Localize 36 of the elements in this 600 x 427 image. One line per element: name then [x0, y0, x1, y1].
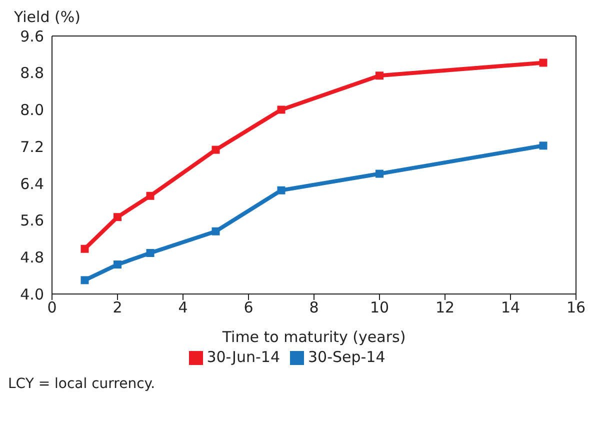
x-tick-label: 4 — [178, 298, 188, 317]
point — [376, 170, 384, 178]
point — [376, 72, 384, 80]
point — [539, 142, 548, 150]
x-tick-label: 12 — [435, 298, 455, 317]
legend-label: 30-Jun-14 — [206, 348, 280, 366]
x-tick-label: 6 — [244, 298, 254, 317]
point — [212, 146, 220, 154]
x-tick-label: 8 — [309, 298, 319, 317]
y-tick-label: 4.0 — [20, 285, 44, 304]
y-tick-label: 4.8 — [20, 248, 44, 266]
x-tick-label: 0 — [47, 298, 57, 317]
y-tick-label: 8.0 — [20, 101, 44, 120]
y-tick-label: 8.8 — [20, 64, 44, 82]
point — [146, 248, 154, 257]
y-tick-label: 5.6 — [20, 212, 44, 230]
point — [146, 192, 154, 200]
point — [80, 244, 89, 253]
x-axis-title: Time to maturity (years) — [221, 328, 406, 346]
point — [80, 276, 89, 284]
x-tick-label: 14 — [500, 298, 520, 317]
point — [277, 106, 286, 114]
y-tick-label: 7.2 — [20, 138, 44, 156]
y-axis-title: Yield (%) — [14, 8, 82, 26]
y-tick-label: 9.6 — [20, 27, 44, 46]
point — [539, 58, 548, 67]
point — [212, 227, 220, 236]
x-tick-label: 16 — [566, 298, 586, 317]
y-tick-label: 6.4 — [20, 174, 44, 193]
point — [114, 213, 122, 222]
point — [114, 260, 122, 269]
point — [277, 186, 286, 194]
x-tick-label: 2 — [112, 298, 122, 317]
legend-label: 30-Sep-14 — [308, 348, 386, 366]
text: LCY = local currency. — [8, 376, 156, 392]
x-tick-label: 10 — [370, 298, 390, 317]
